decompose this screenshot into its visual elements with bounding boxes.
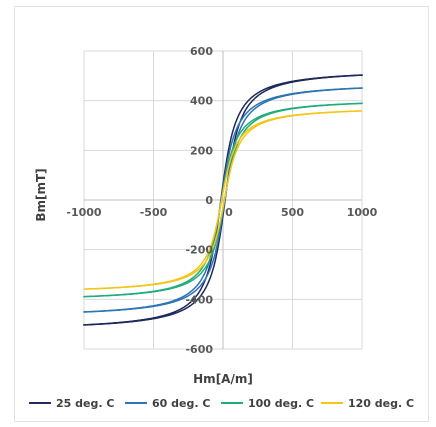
y-tick-label: 600 (190, 45, 213, 58)
y-tick-label: -200 (185, 244, 213, 257)
series-line (83, 87, 363, 313)
x-axis-title: Hm[A/m] (193, 372, 253, 386)
legend-label: 60 deg. C (152, 397, 210, 410)
series-line (83, 102, 363, 298)
legend-label: 100 deg. C (248, 397, 314, 410)
y-axis-title: Bm[mT] (34, 168, 48, 221)
chart-area: -1000 -500 0 500 1000 -600 -400 -200 0 200 400 600 … (14, 6, 429, 422)
legend-label: 25 deg. C (56, 397, 114, 410)
x-tick-label: -500 (140, 206, 168, 219)
legend: 25 deg. C 60 deg. C 100 deg. C 120 deg. C (29, 397, 414, 410)
series-line (83, 74, 363, 326)
y-tick-label: -400 (185, 293, 213, 306)
y-tick-label: 200 (190, 144, 213, 157)
x-tick-label: 0 (225, 206, 233, 219)
series-line (83, 110, 363, 290)
x-tick-label: 1000 (347, 206, 378, 219)
legend-label: 120 deg. C (348, 397, 414, 410)
y-tick-label: 400 (190, 95, 213, 108)
tick-labels: -1000 -500 0 500 1000 -600 -400 -200 0 200 400 600 (66, 45, 377, 356)
x-tick-label: -1000 (66, 206, 102, 219)
curves (83, 74, 363, 326)
axes (84, 51, 362, 349)
chart-svg: -1000 -500 0 500 1000-600-400-2000200400600 … (29, 45, 414, 410)
y-tick-label: 0 (205, 194, 213, 207)
x-tick-label: 500 (281, 206, 304, 219)
y-tick-label: -600 (185, 343, 213, 356)
